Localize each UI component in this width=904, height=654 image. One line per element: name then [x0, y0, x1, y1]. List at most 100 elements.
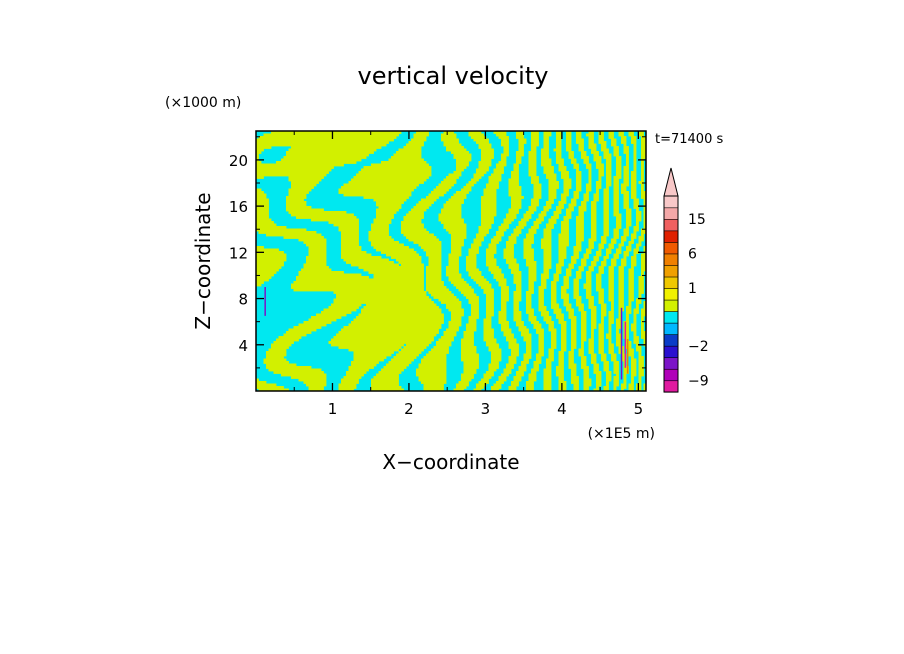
field-cell [371, 226, 389, 229]
field-cell [466, 266, 477, 269]
field-cell [603, 386, 609, 389]
field-cell [511, 351, 519, 354]
field-cell [576, 218, 584, 222]
field-cell [398, 261, 422, 264]
field-cell [611, 308, 614, 312]
field-cell [473, 138, 489, 142]
field-cell [528, 276, 537, 279]
field-cell [448, 323, 462, 327]
field-cell [291, 146, 382, 149]
field-cell [613, 386, 617, 389]
field-cell [558, 243, 569, 247]
field-cell [488, 268, 502, 272]
field-cell [501, 373, 509, 377]
field-cell [588, 341, 594, 344]
field-cell [448, 256, 459, 259]
field-cell [598, 136, 604, 139]
field-cell [283, 156, 367, 159]
field-cell [501, 291, 509, 294]
field-cell [613, 378, 619, 382]
field-cell [616, 341, 622, 344]
field-cell [628, 351, 634, 354]
field-cell [626, 308, 632, 312]
field-cell [298, 378, 327, 382]
field-cell [338, 228, 359, 232]
field-cell [581, 151, 587, 154]
field-cell [576, 228, 584, 232]
field-cell [628, 298, 634, 302]
field-cell [548, 196, 557, 199]
field-cell [508, 208, 519, 212]
field-cell [641, 151, 646, 154]
field-cell [353, 353, 392, 357]
field-cell [641, 173, 644, 177]
field-cell [578, 348, 584, 352]
field-cell [563, 178, 572, 182]
field-cell [576, 301, 582, 304]
field-cell [601, 308, 607, 312]
field-cell [558, 163, 564, 167]
field-cell [471, 306, 479, 309]
field-cell [551, 283, 557, 287]
field-cell [518, 328, 529, 332]
field-cell [611, 306, 614, 309]
field-cell [631, 176, 637, 179]
field-cell [523, 353, 532, 357]
field-cell [566, 271, 572, 274]
field-cell [638, 361, 644, 364]
field-cell [476, 386, 484, 389]
field-cell [636, 301, 642, 304]
field-cell [623, 233, 629, 237]
field-cell [603, 258, 607, 262]
field-cell [633, 163, 637, 167]
colorbar-swatch [663, 230, 679, 243]
field-cell [523, 251, 534, 254]
field-cell [611, 263, 617, 267]
field-cell [621, 356, 627, 359]
field-cell [608, 291, 614, 294]
field-cell [571, 371, 577, 374]
field-cell [576, 241, 582, 244]
field-cell [406, 236, 437, 239]
field-cell [333, 298, 432, 302]
field-cell [293, 288, 424, 292]
field-cell [606, 173, 612, 177]
field-cell [606, 383, 609, 387]
field-cell [571, 198, 577, 202]
field-cell [533, 191, 542, 194]
field-cell [561, 333, 567, 337]
field-cell [373, 376, 399, 379]
field-cell [291, 186, 314, 189]
field-cell [486, 251, 497, 254]
y-tick-label: 16 [229, 198, 248, 216]
field-cell [591, 263, 597, 267]
field-cell [598, 171, 604, 174]
field-cell [631, 233, 637, 237]
field-cell [341, 248, 362, 252]
field-cell [623, 251, 629, 254]
field-cell [303, 241, 327, 244]
field-cell [576, 186, 582, 189]
field-cell [333, 301, 434, 304]
field-cell [576, 226, 584, 229]
field-cell [623, 173, 629, 177]
field-cell [446, 268, 459, 272]
field-cell [518, 138, 527, 142]
field-cell [338, 346, 402, 349]
field-cell [598, 141, 607, 144]
field-cell [466, 263, 477, 267]
field-cell [406, 143, 424, 147]
field-cell [556, 133, 562, 137]
field-cell [571, 158, 577, 162]
field-cell [518, 221, 527, 224]
field-cell [601, 316, 604, 319]
field-cell [488, 363, 499, 367]
field-cell [631, 196, 637, 199]
field-cell [371, 241, 399, 244]
field-cell [616, 218, 622, 222]
field-cell [353, 318, 444, 322]
field-cell [461, 376, 474, 379]
x-unit-label: (×1E5 m) [588, 426, 655, 442]
field-cell [488, 366, 499, 369]
field-cell [533, 193, 542, 197]
